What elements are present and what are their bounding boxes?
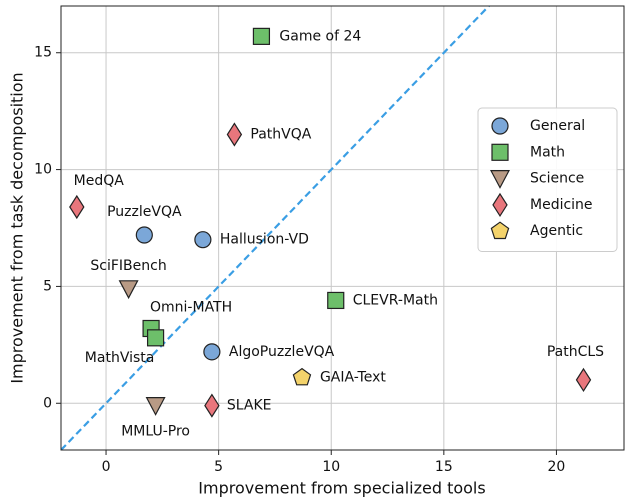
y-axis-label: Improvement from task decomposition <box>8 72 27 383</box>
marker <box>327 291 345 310</box>
marker <box>226 122 243 147</box>
point-label: Omni-MATH <box>150 299 232 315</box>
point-label: CLEVR-Math <box>353 292 438 308</box>
y-tick-label: 0 <box>43 395 52 411</box>
legend-marker <box>491 143 509 161</box>
legend-label: General <box>530 118 585 134</box>
point-label: AlgoPuzzleVQA <box>229 344 335 360</box>
marker <box>146 329 165 347</box>
x-tick-label: 0 <box>102 459 111 475</box>
point-label: PathCLS <box>547 344 604 360</box>
reference-line <box>61 6 491 450</box>
marker <box>575 367 592 393</box>
y-tick-label: 15 <box>34 45 52 61</box>
legend-marker <box>490 170 510 189</box>
legend-box <box>477 107 618 252</box>
marker <box>292 367 312 386</box>
legend-marker <box>490 221 510 240</box>
marker <box>194 231 212 249</box>
x-tick-label: 10 <box>322 459 340 475</box>
y-tick-label: 5 <box>43 278 52 294</box>
marker <box>118 280 139 300</box>
x-axis-label: Improvement from specialized tools <box>198 479 485 497</box>
point-label: SciFIBench <box>90 258 166 274</box>
point-label: PathVQA <box>250 127 311 143</box>
point-label: PuzzleVQA <box>107 204 182 220</box>
plot-frame <box>60 5 625 451</box>
point-label: SLAKE <box>227 398 272 414</box>
legend-label: Science <box>530 171 584 187</box>
marker <box>145 397 166 416</box>
marker <box>204 393 220 418</box>
marker <box>203 343 221 361</box>
x-tick-label: 15 <box>435 459 453 475</box>
point-label: Game of 24 <box>279 28 361 44</box>
point-label: GAIA-Text <box>320 370 386 386</box>
point-label: MedQA <box>74 173 125 189</box>
legend-marker <box>491 117 509 135</box>
y-tick-label: 10 <box>34 162 52 178</box>
point-label: Hallusion-VD <box>220 232 309 248</box>
legend-label: Agentic <box>530 223 583 239</box>
legend-label: Medicine <box>530 197 593 213</box>
x-tick-label: 20 <box>548 459 566 475</box>
marker <box>135 226 153 244</box>
marker <box>69 194 85 220</box>
legend-marker <box>492 192 508 218</box>
legend-label: Math <box>530 144 565 160</box>
marker <box>252 27 271 45</box>
point-label: MMLU-Pro <box>121 424 190 440</box>
point-label: MathVista <box>85 350 155 366</box>
x-tick-label: 5 <box>214 459 223 475</box>
